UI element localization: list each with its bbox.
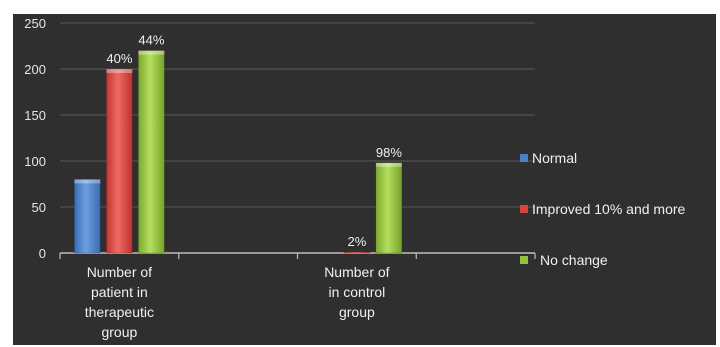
y-tick-label: 200	[24, 62, 46, 77]
legend-swatch	[520, 154, 528, 162]
bar-normal	[74, 179, 101, 254]
bar-improved	[343, 251, 371, 254]
bar-top-highlight	[375, 162, 402, 167]
x-axis: Number of patient in therapeutic group Numbe…	[59, 252, 536, 340]
bar-top-highlight	[138, 50, 165, 55]
legend-label: No change	[540, 252, 608, 268]
data-label: 44%	[138, 33, 164, 48]
data-label: 2%	[347, 234, 366, 249]
bar-improved	[106, 68, 133, 254]
bars	[74, 50, 403, 254]
bar-no-change	[375, 162, 403, 254]
y-tick-label: 0	[39, 246, 46, 261]
y-axis: 0 50 100 150 200 250	[24, 16, 46, 261]
y-tick-label: 100	[24, 154, 46, 169]
y-tick-label: 150	[24, 108, 46, 123]
category-label: Number of in control group	[324, 264, 389, 320]
data-label: 98%	[376, 145, 402, 160]
legend-swatch	[520, 205, 528, 213]
y-tick-label: 50	[32, 200, 46, 215]
legend-label: Normal	[532, 150, 577, 166]
category-label: Number of patient in therapeutic group	[85, 264, 154, 340]
data-labels: 40% 44% 2% 98%	[106, 33, 402, 249]
legend-label: Improved 10% and more	[532, 201, 686, 217]
bar-top-highlight	[74, 179, 101, 184]
bar-no-change	[138, 50, 165, 254]
legend: Normal Improved 10% and more No change	[520, 150, 686, 268]
bar-top-highlight	[106, 69, 133, 73]
y-tick-label: 250	[24, 16, 46, 31]
data-label: 40%	[106, 51, 132, 66]
legend-swatch	[520, 256, 528, 264]
